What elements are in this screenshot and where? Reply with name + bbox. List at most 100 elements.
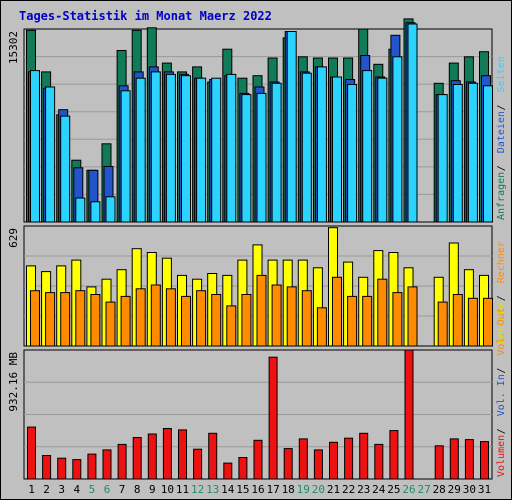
x-tick-label-day-21: 21	[327, 483, 340, 496]
bar-seiten-day-21	[332, 76, 342, 223]
bar-volumen-day-17	[268, 356, 278, 480]
bar-seiten-day-9	[150, 71, 161, 223]
x-tick-label-day-1: 1	[28, 483, 35, 496]
bar-rechner-day-21	[332, 276, 342, 347]
bar-volumen-day-30	[464, 439, 474, 480]
bar-volumen-day-9	[147, 433, 157, 480]
x-tick-label-day-28: 28	[433, 483, 446, 496]
bar-volumen-day-13	[208, 432, 218, 480]
bar-seiten-day-11	[181, 75, 191, 223]
bar-seiten-day-29	[452, 84, 463, 223]
bar-rechner-day-6	[105, 301, 116, 347]
right-label-besuche: Besuche	[496, 302, 507, 344]
bar-volumen-day-22	[344, 437, 354, 480]
bar-seiten-day-23	[362, 70, 373, 223]
bar-rechner-day-17	[271, 284, 282, 347]
bar-seiten-day-3	[60, 115, 71, 223]
bar-volumen-day-7	[117, 443, 127, 480]
bar-rechner-day-22	[347, 295, 358, 347]
chart-title: Tages-Statistik im Monat Maerz 2022	[19, 9, 272, 23]
bar-volumen-day-26	[404, 349, 414, 480]
bar-seiten-day-17	[271, 82, 282, 223]
bar-rechner-day-24	[377, 278, 388, 347]
bar-rechner-day-9	[150, 284, 161, 347]
bar-rechner-day-3	[60, 292, 71, 347]
bar-volumen-day-28	[434, 445, 444, 480]
y-max-tick-label: 15302	[7, 31, 20, 64]
bar-rechner-day-15	[241, 294, 252, 347]
bar-seiten-day-30	[467, 82, 478, 223]
bar-rechner-day-7	[120, 295, 131, 347]
x-tick-label-day-6: 6	[104, 483, 111, 496]
bar-rechner-day-26	[407, 286, 418, 347]
bar-volumen-day-15	[238, 457, 248, 480]
x-tick-label-day-20: 20	[312, 483, 325, 496]
bar-volumen-day-4	[72, 459, 82, 480]
bar-volumen-day-2	[42, 455, 52, 480]
bar-seiten-day-12	[196, 77, 207, 223]
x-tick-label-day-14: 14	[221, 483, 235, 496]
right-label-anfragen: Anfragen	[496, 172, 507, 220]
bar-rechner-day-31	[483, 297, 493, 347]
bar-rechner-day-10	[165, 288, 176, 347]
bar-rechner-day-1	[30, 290, 40, 347]
bar-volumen-day-11	[178, 429, 187, 480]
bar-rechner-day-25	[392, 292, 403, 347]
bar-rechner-day-8	[135, 288, 146, 347]
bar-volumen-day-20	[313, 449, 323, 480]
x-tick-label-day-5: 5	[89, 483, 96, 496]
y-max-tick-label: 629	[7, 228, 20, 248]
bar-rechner-day-30	[467, 297, 478, 347]
x-tick-label-day-22: 22	[342, 483, 355, 496]
bar-seiten-day-16	[256, 92, 267, 223]
bar-volumen-day-1	[27, 426, 36, 480]
x-tick-label-day-31: 31	[478, 483, 491, 496]
bar-rechner-day-4	[75, 290, 86, 347]
right-label-vol-out: Vol. Out	[496, 307, 507, 355]
right-label-separator: /	[496, 428, 507, 434]
x-tick-label-day-11: 11	[176, 483, 189, 496]
bar-rechner-day-20	[316, 307, 327, 347]
bar-volumen-day-3	[57, 457, 67, 480]
right-label-rechner: Rechner	[496, 241, 507, 283]
bar-rechner-day-19	[301, 290, 312, 347]
bar-volumen-day-21	[329, 441, 338, 480]
bar-rechner-day-2	[45, 292, 56, 347]
bar-seiten-day-18	[286, 31, 297, 223]
bar-rechner-day-23	[362, 295, 373, 347]
x-tick-label-day-13: 13	[206, 483, 219, 496]
x-tick-label-day-7: 7	[119, 483, 126, 496]
bar-volumen-day-12	[193, 448, 203, 480]
x-tick-label-day-18: 18	[282, 483, 295, 496]
bar-volumen-day-6	[102, 449, 112, 480]
bar-seiten-day-10	[165, 73, 176, 223]
x-tick-label-day-10: 10	[161, 483, 174, 496]
bar-rechner-day-11	[181, 295, 191, 347]
bar-seiten-day-4	[75, 197, 86, 223]
x-tick-label-day-26: 26	[402, 483, 415, 496]
bar-volumen-day-16	[253, 439, 263, 480]
bar-volumen-day-23	[359, 432, 369, 480]
bar-volumen-day-29	[449, 438, 459, 480]
bar-seiten-day-1	[30, 70, 40, 223]
bar-seiten-day-6	[105, 196, 116, 223]
x-tick-label-day-23: 23	[357, 483, 370, 496]
x-tick-label-day-9: 9	[149, 483, 156, 496]
bar-rechner-day-13	[211, 294, 222, 347]
bar-seiten-day-14	[226, 73, 237, 223]
bar-rechner-day-28	[437, 301, 448, 347]
bar-seiten-day-26	[407, 23, 418, 223]
x-tick-label-day-25: 25	[387, 483, 400, 496]
bar-seiten-day-2	[45, 86, 56, 223]
x-tick-label-day-15: 15	[236, 483, 249, 496]
x-tick-label-day-30: 30	[463, 483, 476, 496]
bar-rechner-day-5	[90, 294, 101, 347]
right-label-seiten: Seiten	[496, 56, 507, 92]
bar-seiten-day-25	[392, 56, 403, 223]
bar-volumen-day-5	[87, 453, 97, 480]
bar-seiten-day-24	[377, 77, 388, 223]
bar-seiten-day-5	[90, 201, 101, 223]
x-tick-label-day-17: 17	[266, 483, 279, 496]
bar-seiten-day-22	[347, 84, 358, 223]
